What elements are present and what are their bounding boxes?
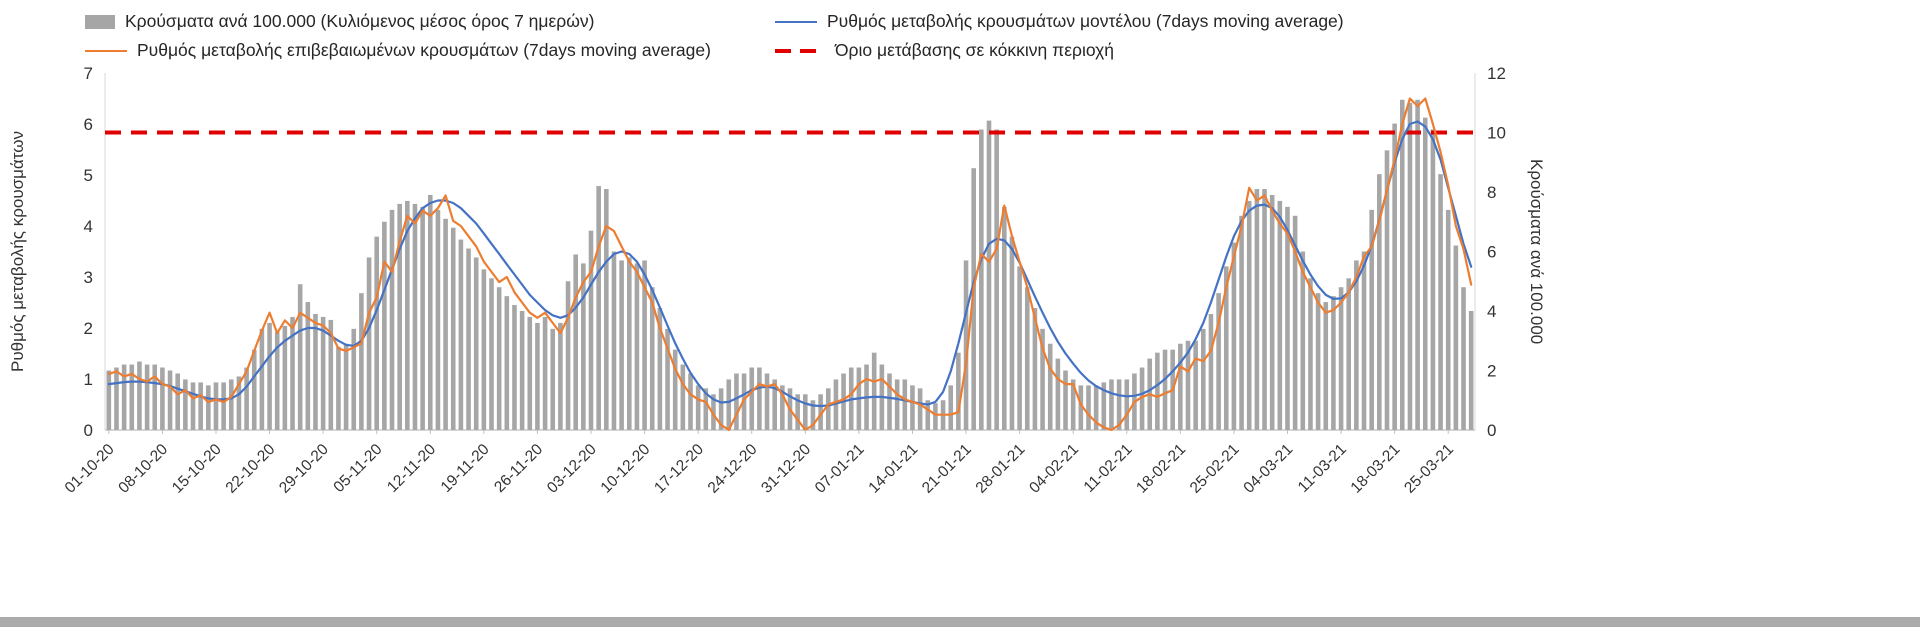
svg-text:03-12-20: 03-12-20: [544, 441, 600, 497]
svg-text:2: 2: [1487, 362, 1496, 381]
svg-text:15-10-20: 15-10-20: [169, 441, 225, 497]
svg-text:18-02-21: 18-02-21: [1133, 441, 1189, 497]
svg-text:1: 1: [84, 370, 93, 389]
svg-text:8: 8: [1487, 183, 1496, 202]
window-bottom-edge: [0, 617, 1920, 627]
svg-text:14-01-21: 14-01-21: [865, 441, 921, 497]
svg-text:12: 12: [1487, 64, 1506, 83]
axes-frame: [104, 73, 1476, 431]
svg-text:22-10-20: 22-10-20: [223, 441, 279, 497]
red-dashed-swatch-icon: [775, 48, 825, 53]
svg-text:11-03-21: 11-03-21: [1295, 441, 1350, 496]
svg-text:19-11-20: 19-11-20: [438, 441, 493, 496]
bar-series-swatch-icon: [85, 14, 115, 29]
legend-label-cases-bars: Κρούσματα ανά 100.000 (Κυλιόμενος μέσος …: [125, 11, 595, 31]
blue-line-swatch-icon: [775, 20, 817, 23]
svg-text:29-10-20: 29-10-20: [276, 441, 332, 497]
svg-text:26-11-20: 26-11-20: [491, 441, 546, 496]
svg-text:5: 5: [84, 166, 93, 185]
legend-label-threshold: Όριο μετάβασης σε κόκκινη περιοχή: [835, 40, 1115, 60]
legend-label-model-line: Ρυθμός μεταβολής κρουσμάτων μοντέλου (7d…: [827, 11, 1344, 31]
svg-text:04-02-21: 04-02-21: [1026, 441, 1082, 497]
svg-text:10: 10: [1487, 124, 1506, 143]
orange-line-swatch-icon: [85, 49, 127, 52]
svg-text:0: 0: [1487, 421, 1496, 440]
svg-text:25-02-21: 25-02-21: [1187, 441, 1243, 497]
svg-text:08-10-20: 08-10-20: [115, 441, 171, 497]
confirmed-line: [107, 97, 1473, 432]
bars-series: [106, 99, 1474, 431]
svg-text:31-12-20: 31-12-20: [758, 441, 814, 497]
legend-item-cases-bars: Κρούσματα ανά 100.000 (Κυλιόμενος μέσος …: [85, 11, 594, 32]
svg-text:05-11-20: 05-11-20: [330, 441, 385, 496]
legend-item-model-line: Ρυθμός μεταβολής κρουσμάτων μοντέλου (7d…: [775, 11, 1344, 32]
svg-text:4: 4: [1487, 302, 1496, 321]
svg-text:2: 2: [84, 319, 93, 338]
y-axis-left-ticks: 0 1 2 3 4 5 6 7: [84, 64, 93, 440]
svg-text:28-01-21: 28-01-21: [973, 441, 1029, 497]
svg-text:24-12-20: 24-12-20: [705, 441, 761, 497]
svg-text:10-12-20: 10-12-20: [598, 441, 654, 497]
svg-text:07-01-21: 07-01-21: [812, 441, 868, 497]
svg-text:12-11-20: 12-11-20: [384, 441, 439, 496]
svg-text:6: 6: [84, 115, 93, 134]
svg-text:17-12-20: 17-12-20: [651, 441, 707, 497]
svg-text:3: 3: [84, 268, 93, 287]
right-axis-title: Κρούσματα ανά 100.000: [1527, 158, 1546, 345]
svg-text:4: 4: [84, 217, 93, 236]
x-axis-ticks: 01-10-2008-10-2015-10-2022-10-2029-10-20…: [62, 430, 1457, 497]
model-line: [107, 120, 1473, 408]
svg-text:01-10-20: 01-10-20: [62, 441, 118, 497]
y-axis-right-ticks: 0 2 4 6 8 10 12: [1487, 64, 1506, 440]
svg-text:7: 7: [84, 64, 93, 83]
legend-label-confirmed-line: Ρυθμός μεταβολής επιβεβαιωμένων κρουσμάτ…: [137, 40, 711, 60]
svg-text:21-01-21: 21-01-21: [919, 441, 975, 497]
legend-item-threshold: Όριο μετάβασης σε κόκκινη περιοχή: [775, 40, 1114, 61]
svg-text:0: 0: [84, 421, 93, 440]
svg-text:6: 6: [1487, 243, 1496, 262]
svg-text:04-03-21: 04-03-21: [1240, 441, 1296, 497]
svg-text:25-03-21: 25-03-21: [1401, 441, 1457, 497]
legend-item-confirmed-line: Ρυθμός μεταβολής επιβεβαιωμένων κρουσμάτ…: [85, 40, 711, 61]
svg-text:18-03-21: 18-03-21: [1348, 441, 1404, 497]
svg-text:11-02-21: 11-02-21: [1081, 441, 1136, 496]
